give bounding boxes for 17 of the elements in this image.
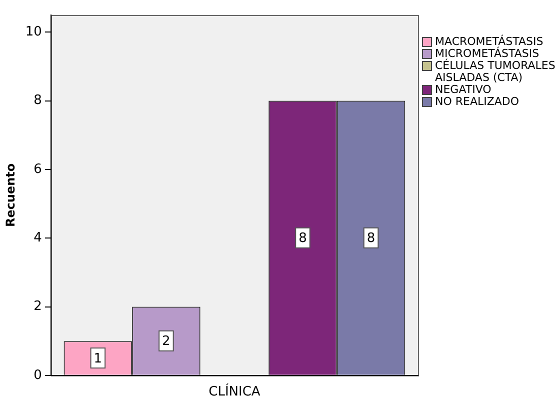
data-label: 8 [366,231,376,246]
y-tick-label: 2 [34,299,42,314]
legend-label: NEGATIVO [435,83,492,96]
legend-label: MACROMETÁSTASIS [435,35,544,48]
legend-label: CÉLULAS TUMORALES AISLADAS (CTA) [435,59,556,84]
legend-label: MICROMETÁSTASIS [435,47,540,60]
legend-label: NO REALIZADO [435,95,520,108]
y-axis-title: Recuento [3,163,18,228]
y-tick-label: 10 [25,24,42,40]
y-tick-label: 4 [34,230,42,246]
y-tick-label: 0 [34,368,42,383]
y-tick-label: 6 [34,162,42,177]
data-label: 1 [94,351,102,366]
data-label: 2 [162,334,170,350]
y-tick-label: 8 [34,93,42,108]
data-label: 8 [298,231,307,246]
x-tick-label: CLÍNICA [208,382,260,400]
